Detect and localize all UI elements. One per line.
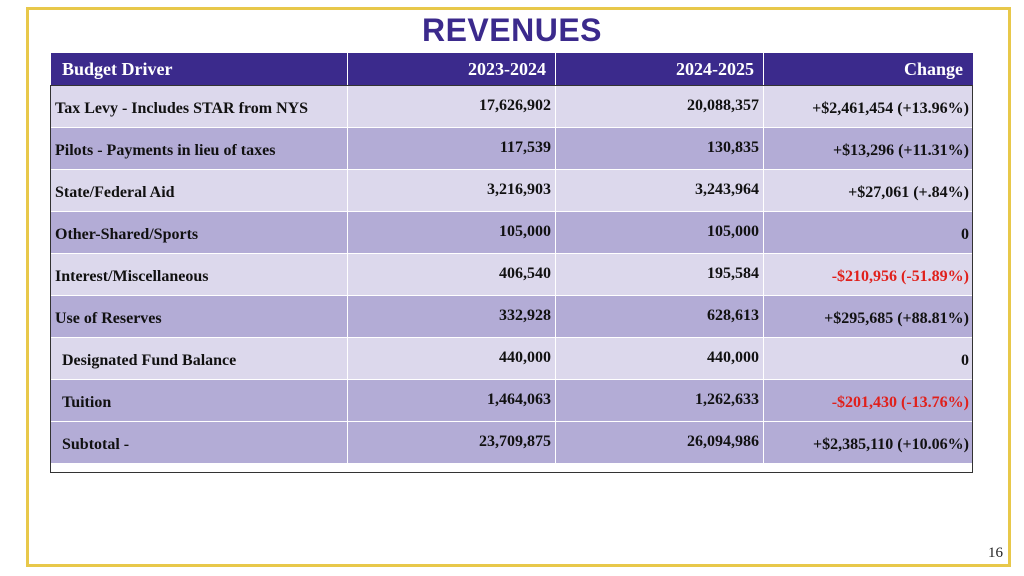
row-2023-2024: 406,540: [347, 253, 556, 296]
row-2024-2025: 628,613: [555, 295, 764, 338]
row-label: Designated Fund Balance: [50, 337, 348, 380]
table-row: Other-Shared/Sports 105,000 105,000 0: [50, 211, 974, 254]
header-change: Change: [763, 52, 974, 86]
header-2023-2024: 2023-2024: [347, 52, 556, 86]
table-row: Pilots - Payments in lieu of taxes 117,5…: [50, 127, 974, 170]
row-label: Tax Levy - Includes STAR from NYS: [50, 85, 348, 128]
table-row: Designated Fund Balance 440,000 440,000 …: [50, 337, 974, 380]
row-label: Tuition: [50, 379, 348, 422]
row-2024-2025: 26,094,986: [555, 421, 764, 464]
row-2024-2025: 1,262,633: [555, 379, 764, 422]
header-2024-2025: 2024-2025: [555, 52, 764, 86]
slide-frame: [26, 7, 1011, 567]
row-change: 0: [763, 337, 974, 380]
row-2023-2024: 17,626,902: [347, 85, 556, 128]
row-label: Subtotal -: [50, 421, 348, 464]
table-header-row: Budget Driver 2023-2024 2024-2025 Change: [50, 52, 974, 86]
row-2023-2024: 332,928: [347, 295, 556, 338]
row-label: Other-Shared/Sports: [50, 211, 348, 254]
row-label: Use of Reserves: [50, 295, 348, 338]
row-change: +$27,061 (+.84%): [763, 169, 974, 212]
row-label: State/Federal Aid: [50, 169, 348, 212]
row-change: -$201,430 (-13.76%): [763, 379, 974, 422]
row-2024-2025: 20,088,357: [555, 85, 764, 128]
header-budget-driver: Budget Driver: [50, 52, 348, 86]
row-change: -$210,956 (-51.89%): [763, 253, 974, 296]
row-change: +$2,461,454 (+13.96%): [763, 85, 974, 128]
table-row: Interest/Miscellaneous 406,540 195,584 -…: [50, 253, 974, 296]
row-change: +$13,296 (+11.31%): [763, 127, 974, 170]
row-change: +$2,385,110 (+10.06%): [763, 421, 974, 464]
row-2024-2025: 195,584: [555, 253, 764, 296]
table-row: Tuition 1,464,063 1,262,633 -$201,430 (-…: [50, 379, 974, 422]
row-2024-2025: 3,243,964: [555, 169, 764, 212]
row-change: +$295,685 (+88.81%): [763, 295, 974, 338]
row-2023-2024: 3,216,903: [347, 169, 556, 212]
table-row: Use of Reserves 332,928 628,613 +$295,68…: [50, 295, 974, 338]
table-row-subtotal: Subtotal - 23,709,875 26,094,986 +$2,385…: [50, 421, 974, 464]
row-label: Pilots - Payments in lieu of taxes: [50, 127, 348, 170]
table-row: Tax Levy - Includes STAR from NYS 17,626…: [50, 85, 974, 128]
row-2023-2024: 23,709,875: [347, 421, 556, 464]
row-2024-2025: 130,835: [555, 127, 764, 170]
page-number: 16: [988, 545, 1003, 561]
row-2023-2024: 105,000: [347, 211, 556, 254]
row-label: Interest/Miscellaneous: [50, 253, 348, 296]
row-2024-2025: 440,000: [555, 337, 764, 380]
row-change: 0: [763, 211, 974, 254]
row-2023-2024: 117,539: [347, 127, 556, 170]
row-2023-2024: 1,464,063: [347, 379, 556, 422]
revenues-table: Budget Driver 2023-2024 2024-2025 Change…: [50, 52, 974, 464]
table-row: State/Federal Aid 3,216,903 3,243,964 +$…: [50, 169, 974, 212]
row-2023-2024: 440,000: [347, 337, 556, 380]
slide-title: REVENUES: [421, 12, 603, 48]
row-2024-2025: 105,000: [555, 211, 764, 254]
